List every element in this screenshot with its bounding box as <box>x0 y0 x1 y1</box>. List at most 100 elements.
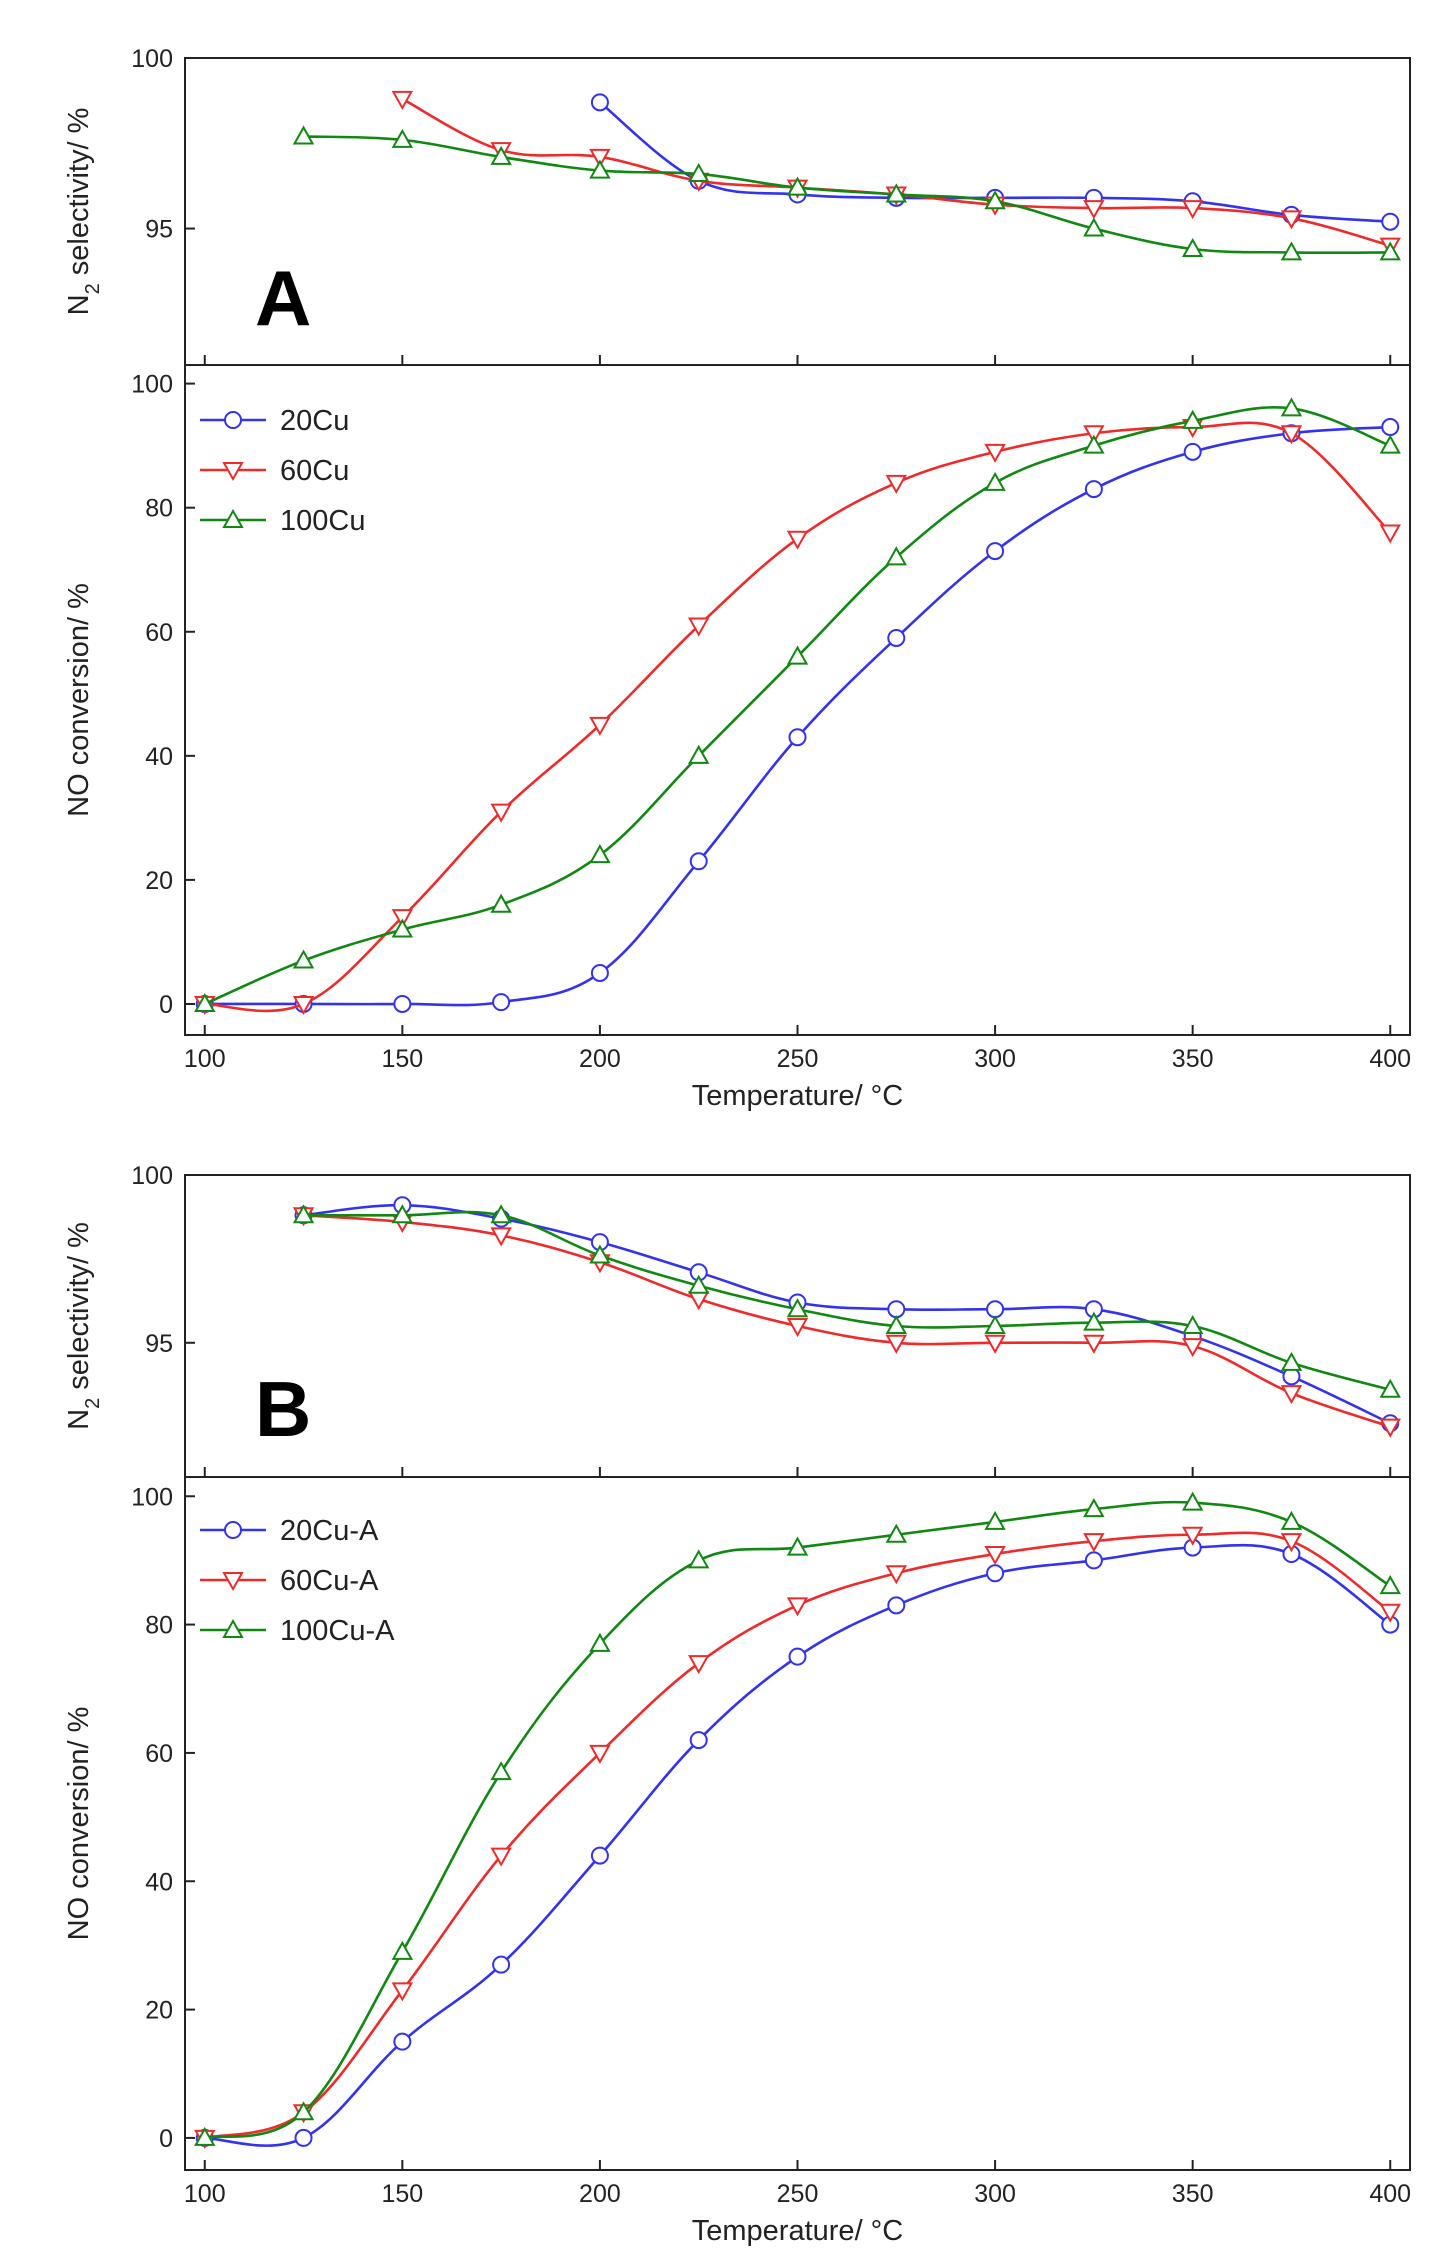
y-tick-label: 40 <box>145 1868 173 1896</box>
data-point <box>492 993 511 1012</box>
series-100cu <box>292 125 1401 261</box>
data-point <box>1083 1311 1105 1331</box>
data-point <box>391 1982 414 2002</box>
x-tick-label: 400 <box>1369 1045 1411 1073</box>
data-point <box>590 1846 609 1865</box>
data-point <box>786 176 809 196</box>
series-100cu-a <box>292 1204 1401 1398</box>
data-point <box>292 995 315 1016</box>
series-line <box>303 135 1391 255</box>
data-point <box>1379 1575 1401 1595</box>
data-point <box>589 1632 611 1652</box>
data-point <box>1379 1378 1401 1398</box>
data-point <box>292 949 315 969</box>
data-point <box>393 2032 412 2051</box>
y-tick-label: 40 <box>145 743 173 771</box>
legend-item-100cu: 100Cu <box>200 505 365 537</box>
legend: 20Cu-A 60Cu-A 100Cu-A <box>200 1515 395 1647</box>
data-point <box>1379 434 1401 454</box>
data-point <box>1280 210 1303 230</box>
legend-marker <box>222 1572 244 1592</box>
data-point <box>687 617 710 637</box>
data-point <box>788 1647 807 1666</box>
y-tick-label: 80 <box>145 1612 173 1640</box>
data-point <box>1379 524 1401 544</box>
y-tick-label: 100 <box>131 1162 173 1190</box>
data-point <box>887 1300 906 1319</box>
legend-marker <box>224 1521 242 1539</box>
y-tick-label: 0 <box>159 991 173 1019</box>
data-point <box>1181 1314 1204 1334</box>
data-point <box>1083 434 1105 454</box>
data-point <box>1280 1385 1303 1405</box>
data-point <box>589 159 611 179</box>
data-point <box>788 728 807 747</box>
series-line <box>303 1203 1391 1425</box>
y-tick-label: 60 <box>145 619 173 647</box>
x-tick-label: 200 <box>579 1045 621 1073</box>
data-point <box>292 125 315 145</box>
data-point <box>1181 237 1204 258</box>
legend-label: 20Cu <box>280 405 349 437</box>
data-point <box>1083 425 1105 445</box>
data-point <box>292 2101 315 2121</box>
legend-label: 60Cu <box>280 455 349 487</box>
data-point <box>1379 1418 1401 1438</box>
data-point <box>194 992 216 1012</box>
x-tick-label: 350 <box>1172 2180 1214 2208</box>
data-point <box>1280 241 1303 261</box>
series-20cu-a <box>294 1196 1400 1433</box>
x-tick-label: 100 <box>184 2180 226 2208</box>
data-point <box>786 1298 809 1318</box>
data-point <box>589 844 611 864</box>
legend-item-60cu: 60Cu <box>200 455 349 487</box>
data-point <box>1083 1533 1105 1553</box>
data-point <box>687 1274 710 1294</box>
data-point <box>887 628 906 647</box>
data-point <box>589 1244 611 1264</box>
y-axis-title: N2 selectivity/ % <box>63 1222 104 1430</box>
data-point <box>885 546 908 566</box>
series-100cu-a <box>194 1491 1401 2146</box>
data-point <box>490 803 512 823</box>
data-point <box>391 909 414 929</box>
data-point <box>986 1564 1005 1583</box>
series-line <box>204 421 1392 1013</box>
data-point <box>590 963 609 982</box>
data-point <box>490 1227 512 1247</box>
data-point <box>1181 1338 1204 1358</box>
y-axis-title: N2 selectivity/ % <box>63 108 104 316</box>
data-point <box>885 183 908 203</box>
data-point <box>1381 212 1400 231</box>
x-tick-label: 350 <box>1172 1045 1214 1073</box>
data-point <box>490 145 512 165</box>
y-tick-label: 80 <box>145 495 173 523</box>
y-tick-label: 95 <box>145 1330 173 1358</box>
legend-label: 100Cu <box>280 505 365 537</box>
x-tick-label: 150 <box>381 2180 423 2208</box>
data-point <box>984 471 1006 491</box>
x-tick-label: 300 <box>974 2180 1016 2208</box>
legend-item-100cu-a: 100Cu-A <box>200 1615 395 1647</box>
data-point <box>885 1523 908 1543</box>
series-line <box>303 1213 1391 1428</box>
y-axis-title: NO conversion/ % <box>63 1707 95 1941</box>
series-100cu <box>194 397 1401 1012</box>
legend-item-60cu-a: 60Cu-A <box>200 1565 379 1597</box>
data-point <box>984 1546 1006 1566</box>
data-point <box>1280 1510 1303 1530</box>
x-axis-title: Temperature/ °C <box>692 1080 903 1112</box>
data-point <box>885 474 908 494</box>
data-point <box>885 1334 908 1354</box>
data-point <box>786 645 809 665</box>
data-point <box>1379 241 1401 261</box>
data-point <box>687 1549 710 1569</box>
series-60cu-a <box>292 1207 1401 1438</box>
data-point <box>1083 1334 1105 1354</box>
panel-label-b: B <box>255 1365 311 1453</box>
series-line <box>204 406 1391 1006</box>
x-tick-label: 300 <box>974 1045 1016 1073</box>
x-tick-label: 100 <box>184 1045 226 1073</box>
data-point <box>1181 1491 1204 1511</box>
data-point <box>1181 409 1204 429</box>
